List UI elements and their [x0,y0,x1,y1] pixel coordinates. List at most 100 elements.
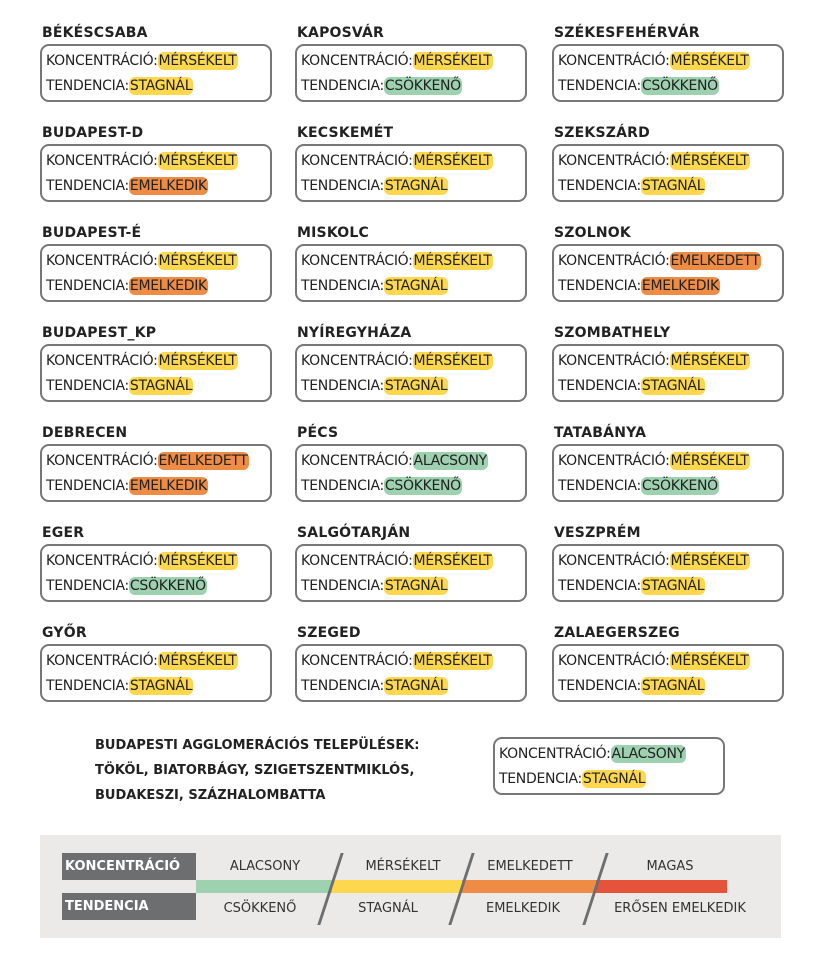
city-name: BUDAPEST_KP [42,325,157,341]
trend-label: TENDENCIA: [558,678,641,694]
trend-label: TENDENCIA: [301,478,384,494]
city-card: KAPOSVÁR KONCENTRÁCIÓ:MÉRSÉKELT TENDENCI… [295,24,527,102]
trend-label: TENDENCIA: [46,178,129,194]
trend-badge: STAGNÁL [640,577,706,595]
concentration-badge: MÉRSÉKELT [157,252,238,270]
city-status-box: KONCENTRÁCIÓ:MÉRSÉKELT TENDENCIA:STAGNÁL [552,144,784,202]
city-name: MISKOLC [297,225,369,241]
legend-concentration-label: KONCENTRÁCIÓ [62,853,196,880]
concentration-badge: MÉRSÉKELT [412,652,493,670]
city-card: ZALAEGERSZEG KONCENTRÁCIÓ:MÉRSÉKELT TEND… [552,624,784,702]
legend-bar-magas [596,880,727,893]
city-card: BÉKÉSCSABA KONCENTRÁCIÓ:MÉRSÉKELT TENDEN… [40,24,272,102]
trend-badge: STAGNÁL [128,677,194,695]
city-name: EGER [42,525,85,541]
city-status-box: KONCENTRÁCIÓ:MÉRSÉKELT TENDENCIA:STAGNÁL [40,644,272,702]
trend-label: TENDENCIA: [46,578,129,594]
concentration-badge: MÉRSÉKELT [157,52,238,70]
city-name: NYÍREGYHÁZA [297,325,412,341]
trend-badge: CSÖKKENŐ [640,477,719,495]
city-status-box: KONCENTRÁCIÓ:MÉRSÉKELT TENDENCIA:STAGNÁL [40,44,272,102]
legend-bar-emelkedett [462,880,596,893]
city-name: DEBRECEN [42,425,128,441]
trend-badge: STAGNÁL [128,77,194,95]
city-card: MISKOLC KONCENTRÁCIÓ:MÉRSÉKELT TENDENCIA… [295,224,527,302]
legend-bar-alacsony [196,880,332,893]
concentration-label: KONCENTRÁCIÓ: [558,653,670,669]
city-status-box: KONCENTRÁCIÓ:ALACSONY TENDENCIA:CSÖKKENŐ [295,444,527,502]
trend-label: TENDENCIA: [558,78,641,94]
trend-label: TENDENCIA: [558,578,641,594]
trend-label: TENDENCIA: [558,178,641,194]
concentration-label: KONCENTRÁCIÓ: [46,353,158,369]
concentration-label: KONCENTRÁCIÓ: [46,453,158,469]
legend-bar-mersekelt [332,880,462,893]
concentration-label: KONCENTRÁCIÓ: [558,153,670,169]
trend-badge: STAGNÁL [640,677,706,695]
trend-badge: CSÖKKENŐ [640,77,719,95]
trend-badge: CSÖKKENŐ [383,77,462,95]
city-status-box: KONCENTRÁCIÓ:EMELKEDETT TENDENCIA:EMELKE… [552,244,784,302]
city-name: BUDAPEST-D [42,125,144,141]
city-status-box: KONCENTRÁCIÓ:EMELKEDETT TENDENCIA:EMELKE… [40,444,272,502]
concentration-badge: MÉRSÉKELT [412,552,493,570]
trend-label: TENDENCIA: [558,478,641,494]
agglomeration-card: KONCENTRÁCIÓ:ALACSONY TENDENCIA:STAGNÁL [493,717,725,795]
city-status-box: KONCENTRÁCIÓ:MÉRSÉKELT TENDENCIA:EMELKED… [40,144,272,202]
legend-level: EMELKEDETT [487,859,573,874]
trend-badge: STAGNÁL [128,377,194,395]
city-name: SALGÓTARJÁN [297,525,411,541]
trend-label: TENDENCIA: [301,578,384,594]
city-status-box: KONCENTRÁCIÓ:MÉRSÉKELT TENDENCIA:CSÖKKEN… [552,444,784,502]
concentration-badge: MÉRSÉKELT [412,252,493,270]
legend-level: MAGAS [646,859,694,874]
city-status-box: KONCENTRÁCIÓ:MÉRSÉKELT TENDENCIA:STAGNÁL [295,644,527,702]
trend-label: TENDENCIA: [499,771,582,787]
trend-badge: STAGNÁL [383,377,449,395]
city-name: ZALAEGERSZEG [554,625,680,641]
legend-trend-level: CSÖKKENŐ [223,901,297,916]
city-card: DEBRECEN KONCENTRÁCIÓ:EMELKEDETT TENDENC… [40,424,272,502]
trend-label: TENDENCIA: [46,478,129,494]
concentration-badge: MÉRSÉKELT [157,552,238,570]
city-status-box: KONCENTRÁCIÓ:MÉRSÉKELT TENDENCIA:CSÖKKEN… [40,544,272,602]
city-name: SZEKSZÁRD [554,125,650,141]
concentration-badge: MÉRSÉKELT [669,452,750,470]
concentration-label: KONCENTRÁCIÓ: [46,553,158,569]
city-status-box: KONCENTRÁCIÓ:MÉRSÉKELT TENDENCIA:STAGNÁL [295,344,527,402]
city-status-box: KONCENTRÁCIÓ:MÉRSÉKELT TENDENCIA:STAGNÁL [295,544,527,602]
city-status-box: KONCENTRÁCIÓ:MÉRSÉKELT TENDENCIA:STAGNÁL [552,544,784,602]
city-status-box: KONCENTRÁCIÓ:MÉRSÉKELT TENDENCIA:STAGNÁL [552,344,784,402]
city-status-box: KONCENTRÁCIÓ:MÉRSÉKELT TENDENCIA:STAGNÁL [552,644,784,702]
trend-badge: STAGNÁL [581,770,647,788]
concentration-label: KONCENTRÁCIÓ: [558,453,670,469]
trend-badge: EMELKEDIK [640,277,720,295]
city-card: GYŐR KONCENTRÁCIÓ:MÉRSÉKELT TENDENCIA:ST… [40,624,272,702]
concentration-badge: MÉRSÉKELT [157,352,238,370]
concentration-badge: ALACSONY [412,452,488,470]
trend-badge: CSÖKKENŐ [383,477,462,495]
concentration-label: KONCENTRÁCIÓ: [558,353,670,369]
city-status-box: KONCENTRÁCIÓ:MÉRSÉKELT TENDENCIA:STAGNÁL [295,144,527,202]
legend-trend-level: EMELKEDIK [486,901,560,916]
city-card: SZOMBATHELY KONCENTRÁCIÓ:MÉRSÉKELT TENDE… [552,324,784,402]
concentration-label: KONCENTRÁCIÓ: [301,253,413,269]
trend-badge: STAGNÁL [383,677,449,695]
trend-badge: CSÖKKENŐ [128,577,207,595]
concentration-badge: MÉRSÉKELT [669,152,750,170]
city-name: SZOMBATHELY [554,325,671,341]
legend: KONCENTRÁCIÓ TENDENCIA ALACSONY MÉRSÉKEL… [40,835,781,938]
city-card: BUDAPEST-D KONCENTRÁCIÓ:MÉRSÉKELT TENDEN… [40,124,272,202]
city-card: SZEGED KONCENTRÁCIÓ:MÉRSÉKELT TENDENCIA:… [295,624,527,702]
city-card: EGER KONCENTRÁCIÓ:MÉRSÉKELT TENDENCIA:CS… [40,524,272,602]
city-status-box: KONCENTRÁCIÓ:MÉRSÉKELT TENDENCIA:CSÖKKEN… [552,44,784,102]
concentration-label: KONCENTRÁCIÓ: [46,153,158,169]
city-status-box: KONCENTRÁCIÓ:MÉRSÉKELT TENDENCIA:CSÖKKEN… [295,44,527,102]
trend-badge: STAGNÁL [383,177,449,195]
legend-trend-level: ERŐSEN EMELKEDIK [614,901,746,916]
trend-label: TENDENCIA: [558,278,641,294]
city-name: KAPOSVÁR [297,25,385,41]
trend-badge: EMELKEDIK [128,177,208,195]
city-card: SZÉKESFEHÉRVÁR KONCENTRÁCIÓ:MÉRSÉKELT TE… [552,24,784,102]
city-card: PÉCS KONCENTRÁCIÓ:ALACSONY TENDENCIA:CSÖ… [295,424,527,502]
